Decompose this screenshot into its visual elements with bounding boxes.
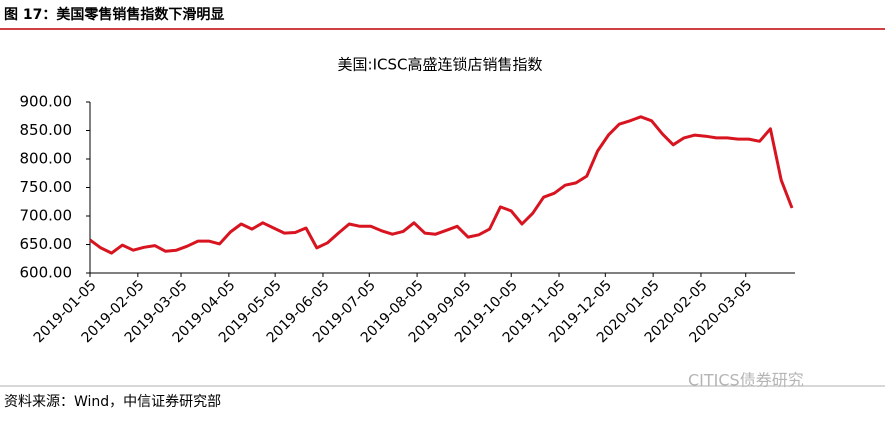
chart-title: 美国:ICSC高盛连锁店销售指数 — [338, 56, 543, 74]
figure-title: 图 17：美国零售销售指数下滑明显 — [4, 6, 224, 23]
y-tick-label: 900.00 — [20, 93, 73, 111]
y-tick-label: 600.00 — [20, 264, 73, 282]
y-tick-label: 850.00 — [20, 121, 73, 139]
watermark: CITICS债券研究 — [688, 371, 804, 390]
y-tick-label: 750.00 — [20, 178, 73, 196]
source-note: 资料来源：Wind，中信证券研究部 — [4, 394, 221, 410]
data-line — [89, 115, 794, 255]
y-tick-label: 650.00 — [20, 235, 73, 253]
y-tick-label: 700.00 — [20, 207, 73, 225]
y-tick-label: 800.00 — [20, 150, 73, 168]
